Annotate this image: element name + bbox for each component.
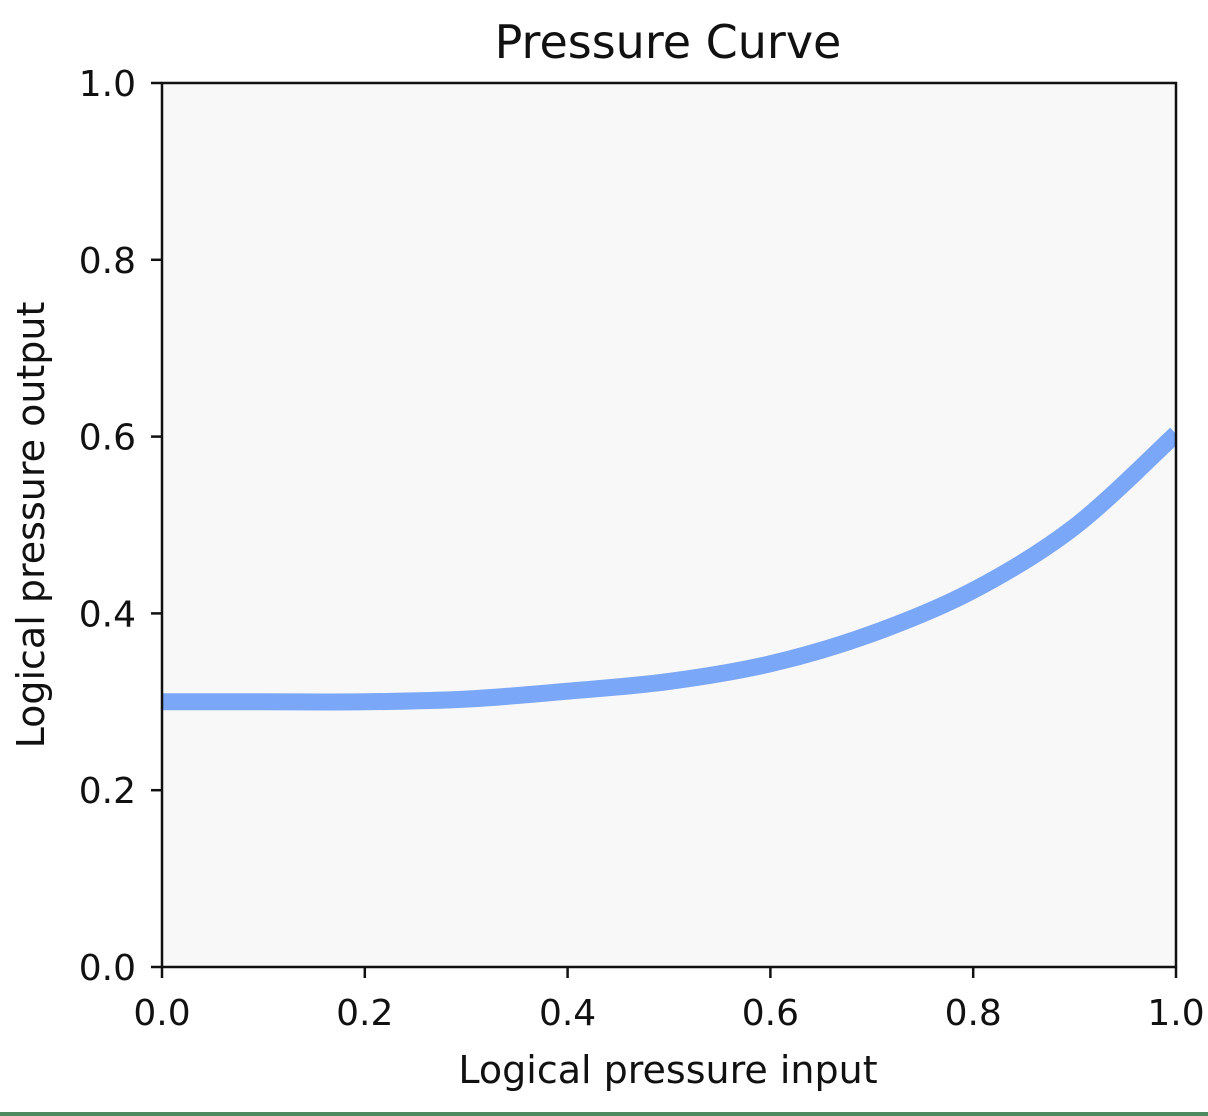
x-axis-label: Logical pressure input xyxy=(458,1048,877,1092)
y-tick-label: 1.0 xyxy=(79,64,136,105)
x-tick-label: 0.2 xyxy=(336,993,393,1034)
x-tick-label: 0.6 xyxy=(742,993,799,1034)
y-axis: 0.0 0.2 0.4 0.6 0.8 1.0 xyxy=(79,64,162,989)
plot-layer xyxy=(162,427,1176,711)
plot-area xyxy=(162,83,1176,967)
plot-frame xyxy=(160,81,1178,969)
y-axis-label: Logical pressure output xyxy=(9,302,53,749)
x-axis: 0.0 0.2 0.4 0.6 0.8 1.0 xyxy=(133,967,1205,1034)
y-tick-label: 0.0 xyxy=(79,948,136,989)
bottom-border-rule xyxy=(0,1112,1208,1116)
y-tick-label: 0.4 xyxy=(79,594,136,635)
x-tick-label: 0.0 xyxy=(133,993,190,1034)
x-tick-label: 0.4 xyxy=(539,993,596,1034)
chart-title: Pressure Curve xyxy=(495,15,842,69)
y-tick-label: 0.6 xyxy=(79,418,136,459)
y-tick-label: 0.2 xyxy=(79,771,136,812)
y-tick-label: 0.8 xyxy=(79,241,136,282)
x-tick-label: 0.8 xyxy=(945,993,1002,1034)
pressure-curve-line-0 xyxy=(162,427,1176,711)
x-tick-label: 1.0 xyxy=(1147,993,1204,1034)
